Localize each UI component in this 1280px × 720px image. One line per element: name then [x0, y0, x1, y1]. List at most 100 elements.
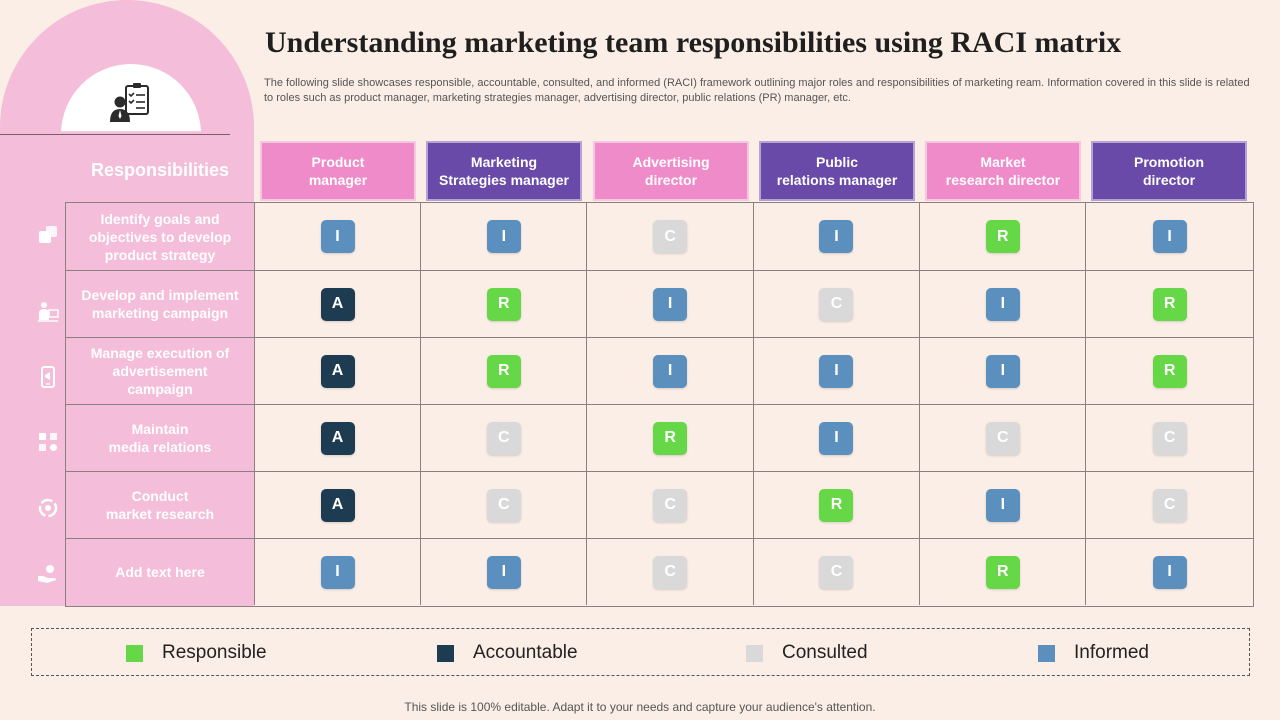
legend-item-consulted: Consulted	[746, 642, 868, 664]
column-header-promotion-director: Promotion director	[1093, 143, 1245, 199]
table-cell: I	[1087, 539, 1253, 605]
row-label: Conduct market research	[66, 472, 255, 538]
table-cell: C	[588, 472, 754, 538]
table-cell: C	[421, 405, 588, 471]
raci-badge: I	[486, 555, 521, 589]
table-cell: I	[588, 271, 754, 337]
raci-badge: C	[486, 421, 521, 455]
legend-item-responsible: Responsible	[126, 642, 267, 664]
raci-badge: R	[1152, 354, 1187, 388]
raci-badge: C	[1152, 421, 1187, 455]
table-cell: R	[1087, 271, 1253, 337]
table-cell: C	[588, 539, 754, 605]
table-cell: C	[1087, 472, 1253, 538]
table-cell: I	[754, 338, 920, 404]
raci-matrix: Identify goals and objectives to develop…	[65, 202, 1254, 607]
raci-badge: I	[320, 220, 355, 253]
table-cell: C	[1087, 405, 1253, 471]
legend-swatch-informed	[1038, 644, 1055, 662]
table-row: Develop and implement marketing campaign…	[66, 270, 1253, 337]
row-label: Develop and implement marketing campaign	[66, 271, 255, 337]
legend-label: Responsible	[162, 642, 267, 663]
table-cell: C	[920, 405, 1087, 471]
cycle-icon	[38, 498, 58, 518]
responsibilities-header: Responsibilities	[90, 160, 230, 180]
page-description: The following slide showcases responsibl…	[264, 77, 1250, 104]
table-cell: I	[255, 539, 421, 605]
raci-badge: C	[819, 287, 854, 321]
table-cell: A	[255, 338, 421, 404]
row-label: Add text here	[66, 539, 255, 605]
presenter-icon	[38, 302, 59, 322]
footer-note: This slide is 100% editable. Adapt it to…	[404, 700, 876, 714]
raci-badge: C	[486, 488, 521, 522]
table-cell: A	[255, 472, 421, 538]
table-cell: I	[920, 271, 1087, 337]
raci-badge: R	[486, 354, 521, 388]
raci-badge: I	[819, 220, 854, 253]
column-header-public-relations-manager: Public relations manager	[761, 143, 913, 199]
raci-badge: I	[819, 354, 854, 388]
table-cell: I	[588, 338, 754, 404]
raci-badge: C	[819, 555, 854, 589]
table-cell: I	[421, 539, 588, 605]
table-cell: R	[588, 405, 754, 471]
table-cell: I	[255, 203, 421, 270]
raci-badge: R	[819, 488, 854, 522]
row-label: Identify goals and objectives to develop…	[66, 203, 255, 270]
raci-badge: C	[1152, 488, 1187, 522]
raci-badge: C	[653, 555, 688, 589]
table-cell: I	[1087, 203, 1253, 270]
legend-label: Informed	[1074, 642, 1149, 663]
legend-label: Consulted	[782, 642, 868, 663]
raci-badge: A	[320, 421, 355, 455]
raci-badge: I	[653, 287, 688, 321]
raci-badge: R	[486, 287, 521, 321]
raci-badge: I	[1152, 220, 1187, 253]
legend-item-accountable: Accountable	[437, 642, 578, 664]
table-row: Conduct market research A C C R I C	[66, 471, 1253, 538]
table-cell: R	[421, 338, 588, 404]
row-label: Maintain media relations	[66, 405, 255, 471]
raci-badge: I	[320, 555, 355, 589]
table-cell: I	[754, 203, 920, 270]
raci-badge: R	[653, 421, 688, 455]
raci-badge: I	[1152, 555, 1187, 589]
table-cell: C	[754, 539, 920, 605]
raci-badge: I	[985, 488, 1020, 522]
raci-badge: C	[653, 220, 688, 253]
table-cell: I	[421, 203, 588, 270]
raci-badge: A	[320, 287, 355, 321]
network-icon	[39, 433, 57, 451]
pieces-icon	[39, 226, 57, 243]
table-row: Maintain media relations A C R I C C	[66, 404, 1253, 471]
table-cell: R	[421, 271, 588, 337]
table-cell: R	[920, 203, 1087, 270]
raci-badge: R	[985, 555, 1020, 589]
table-cell: I	[920, 338, 1087, 404]
table-row: Add text here I I C C R I	[66, 538, 1253, 605]
raci-badge: A	[320, 488, 355, 522]
column-header-advertising-director: Advertising director	[595, 143, 747, 199]
mobile-ad-icon	[41, 366, 55, 388]
column-header-marketing-strategies-manager: Marketing Strategies manager	[428, 143, 580, 199]
table-cell: I	[754, 405, 920, 471]
legend-swatch-responsible	[126, 644, 143, 662]
legend: Responsible Accountable Consulted Inform…	[31, 628, 1250, 676]
hand-icon	[38, 565, 56, 583]
raci-badge: I	[653, 354, 688, 388]
table-cell: C	[754, 271, 920, 337]
legend-label: Accountable	[473, 642, 578, 663]
column-header-product-manager: Product manager	[262, 143, 414, 199]
table-cell: R	[920, 539, 1087, 605]
legend-item-informed: Informed	[1038, 642, 1149, 664]
table-row: Manage execution of advertisement campai…	[66, 337, 1253, 404]
raci-badge: I	[819, 421, 854, 455]
table-cell: R	[754, 472, 920, 538]
table-cell: A	[255, 271, 421, 337]
table-cell: I	[920, 472, 1087, 538]
table-row: Identify goals and objectives to develop…	[66, 203, 1253, 270]
raci-badge: I	[985, 354, 1020, 388]
page-title: Understanding marketing team responsibil…	[265, 26, 1122, 59]
raci-badge: R	[985, 220, 1020, 253]
